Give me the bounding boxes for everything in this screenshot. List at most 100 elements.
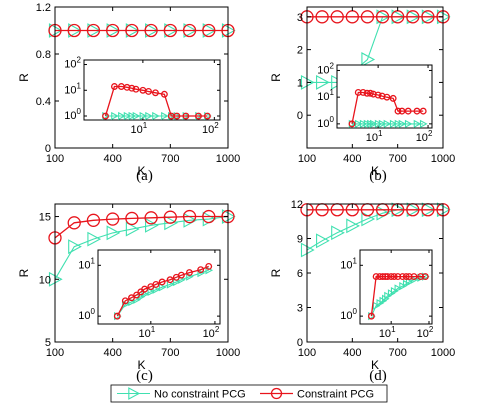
- inset-series-constraint-marker: [394, 107, 402, 115]
- inset-series-constraint-marker: [367, 312, 375, 320]
- inset-series-no-constraint-marker: [123, 111, 132, 121]
- series-constraint-line: [54, 215, 228, 239]
- inset-series-no-constraint-marker: [372, 301, 381, 310]
- inset-series-constraint-marker: [366, 89, 374, 97]
- series-no-constraint-marker: [346, 218, 360, 234]
- inset-series-no-constraint-marker: [394, 284, 403, 293]
- series-constraint-marker: [330, 10, 344, 24]
- panel-caption: (b): [369, 168, 387, 184]
- inset-x-tick-label: 101: [138, 325, 155, 340]
- y-axis-label: R: [17, 268, 31, 277]
- inset-series-constraint-marker: [152, 280, 160, 288]
- series-constraint-marker: [375, 10, 390, 24]
- series-constraint-marker: [163, 23, 177, 38]
- y-tick-label: 3: [297, 12, 303, 24]
- inset-series-constraint-marker: [177, 271, 185, 279]
- inset-series-no-constraint-marker: [419, 119, 428, 128]
- inset-y-tick-label: 100: [317, 115, 334, 130]
- y-tick-label: 10: [39, 274, 51, 286]
- chart-panel-b: 101 102 100 101 102 100 400 700 1000 0 1 2 3 K R (b): [269, 6, 455, 184]
- x-axis-label: K: [371, 358, 379, 372]
- x-tick-label: 1000: [431, 347, 455, 359]
- panel-caption: (c): [136, 368, 153, 384]
- inset-series-constraint-marker: [113, 312, 121, 320]
- inset-series-constraint-marker: [166, 276, 174, 284]
- x-tick-label: 400: [103, 153, 121, 165]
- y-tick-label: 0.4: [36, 96, 51, 108]
- y-axis-label: R: [269, 73, 283, 82]
- x-tick-label: 100: [46, 153, 64, 165]
- inset-series-constraint-marker: [102, 112, 109, 120]
- series-constraint-marker: [125, 211, 139, 226]
- series-no-constraint-marker: [316, 74, 330, 90]
- series-constraint-marker: [182, 23, 197, 38]
- y-axis-label: R: [269, 268, 283, 277]
- series-no-constraint-marker: [106, 225, 121, 241]
- inset-series-constraint-marker: [402, 273, 410, 281]
- plot-frame: [306, 6, 444, 149]
- inset-series-constraint-marker: [390, 273, 398, 281]
- series-constraint-marker: [67, 23, 81, 38]
- inset-series-no-constraint-marker: [147, 287, 156, 296]
- plot-frame: [54, 203, 229, 343]
- y-tick-label: 0: [45, 143, 51, 155]
- series-constraint-marker: [202, 209, 216, 224]
- inset-frame: [83, 59, 221, 121]
- inset-plot: 101 102 100 101: [78, 249, 221, 340]
- inset-y-tick-label: 101: [78, 256, 95, 271]
- y-tick-label: 0.8: [36, 49, 51, 61]
- inset-series-constraint-marker: [348, 120, 356, 128]
- inset-x-tick-label: 102: [202, 121, 219, 136]
- y-tick-label: 5: [45, 337, 51, 349]
- inset-x-tick-label: 101: [366, 129, 383, 144]
- inset-y-tick-label: 100: [78, 307, 95, 322]
- inset-series-no-constraint-marker: [152, 285, 161, 294]
- inset-series-constraint-marker: [372, 273, 380, 281]
- series-no-constraint-line: [54, 215, 229, 280]
- inset-series-no-constraint-marker: [384, 291, 392, 301]
- legend: No constraint PCG Constraint PCG: [110, 384, 388, 403]
- inset-series-constraint-marker: [152, 89, 159, 97]
- inset-series-no-constraint-marker: [197, 269, 206, 278]
- inset-series-constraint-marker: [421, 273, 429, 281]
- plot-area: [300, 202, 451, 258]
- y-tick-label: 1.2: [36, 2, 51, 14]
- inset-series-constraint-marker: [354, 89, 362, 96]
- y-tick-label: 3: [297, 303, 303, 315]
- inset-series-no-constraint-marker: [413, 119, 422, 128]
- inset-series-no-constraint-marker: [122, 300, 130, 309]
- inset-series-constraint-marker: [374, 91, 382, 99]
- y-tick-label: 12: [291, 199, 303, 211]
- x-tick-label: 400: [343, 153, 361, 165]
- series-constraint-marker: [125, 23, 139, 38]
- series-constraint-marker: [144, 23, 158, 38]
- series-no-constraint-marker: [164, 215, 178, 231]
- inset-series-constraint-marker: [405, 273, 413, 281]
- inset-series-constraint-marker: [417, 273, 425, 281]
- inset-x-tick-label: 102: [416, 129, 433, 144]
- x-tick-label: 400: [103, 347, 121, 359]
- inset-series-constraint-marker: [379, 273, 387, 281]
- y-tick-label: 2: [297, 45, 303, 57]
- inset-series-no-constraint-marker: [128, 111, 137, 121]
- inset-series-no-constraint-marker: [152, 111, 160, 121]
- inset-series-constraint-marker: [133, 291, 141, 299]
- y-tick-label: 6: [297, 268, 303, 280]
- y-tick-label: 15: [39, 212, 51, 224]
- series-no-constraint-marker: [125, 221, 140, 237]
- x-axis-label: K: [137, 164, 145, 178]
- inset-series-constraint-marker: [410, 273, 418, 281]
- inset-series-no-constraint-marker: [161, 111, 169, 121]
- x-tick-label: 1000: [431, 153, 455, 165]
- inset-series-constraint-marker: [121, 297, 129, 305]
- inset-y-tick-label: 102: [317, 61, 334, 76]
- x-tick-label: 100: [298, 347, 316, 359]
- legend-box: [110, 384, 388, 403]
- series-no-constraint-marker: [316, 233, 330, 249]
- inset-series-no-constraint-marker: [118, 111, 126, 121]
- inset-series-constraint-marker: [419, 107, 427, 115]
- inset-series-constraint-marker: [387, 273, 395, 281]
- inset-series-constraint-marker: [195, 112, 202, 120]
- inset-series-constraint-marker: [173, 112, 181, 120]
